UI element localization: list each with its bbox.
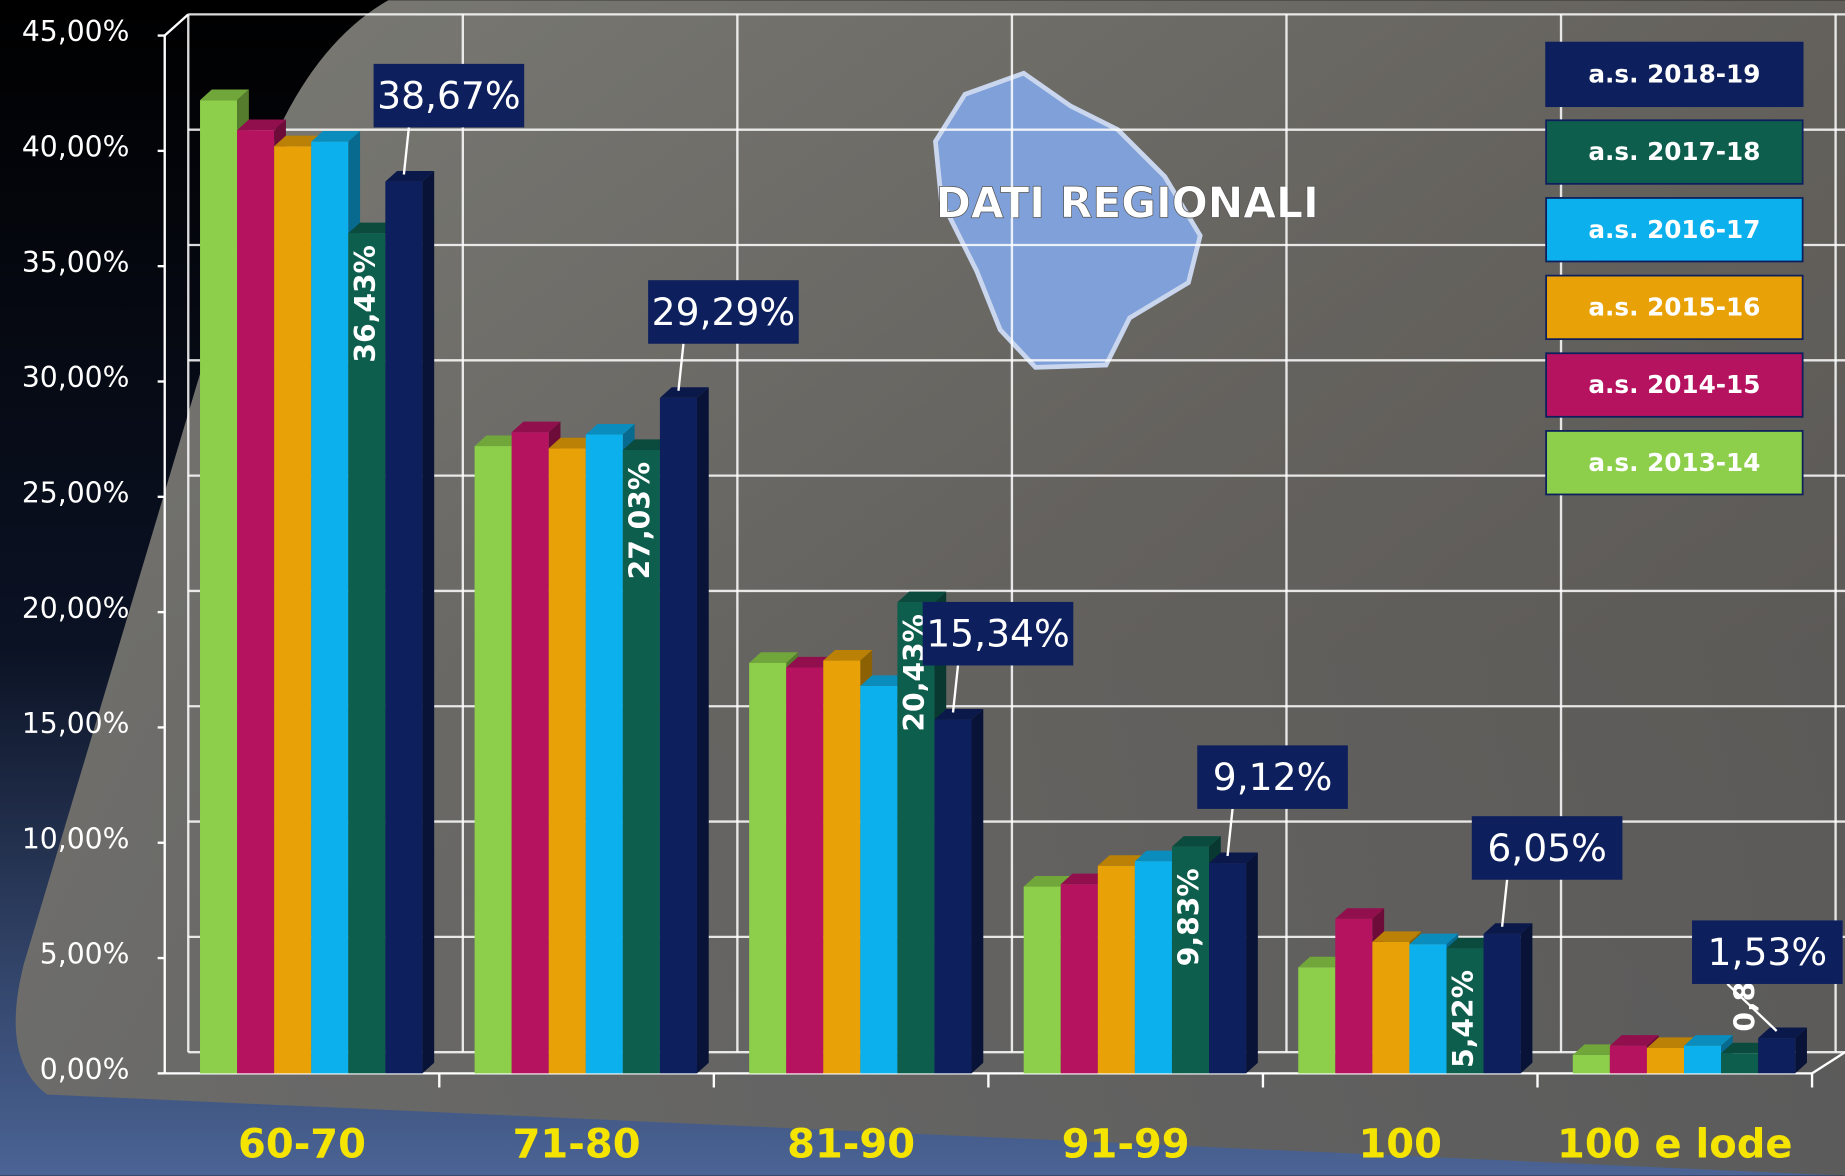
- bar: [512, 432, 549, 1073]
- bar: [823, 661, 860, 1074]
- value-label: 9,83%: [1172, 868, 1205, 966]
- bar: [660, 398, 697, 1074]
- y-tick-label: 45,00%: [22, 15, 130, 48]
- legend-label: a.s. 2015-16: [1588, 293, 1760, 322]
- y-tick-label: 10,00%: [22, 822, 130, 855]
- bar: [749, 663, 786, 1074]
- bar: [1372, 942, 1409, 1073]
- bar-side: [422, 171, 434, 1073]
- y-tick-label: 0,00%: [40, 1053, 130, 1086]
- legend-label: a.s. 2014-15: [1588, 370, 1760, 399]
- value-label: 27,03%: [623, 462, 656, 580]
- bar: [1209, 863, 1246, 1073]
- value-label: 36,43%: [349, 245, 382, 363]
- bar: [1409, 944, 1446, 1073]
- legend-label: a.s. 2018-19: [1588, 60, 1760, 89]
- bar: [200, 100, 237, 1073]
- y-tick-label: 15,00%: [22, 707, 130, 740]
- bar: [1061, 884, 1098, 1073]
- chart-title: DATI REGIONALI: [936, 179, 1319, 228]
- bar: [1647, 1048, 1684, 1073]
- bar: [1573, 1055, 1610, 1073]
- bar: [586, 435, 623, 1074]
- bar: [1758, 1038, 1795, 1073]
- y-tick-label: 40,00%: [22, 131, 130, 164]
- legend-label: a.s. 2016-17: [1588, 215, 1760, 244]
- bar: [1135, 861, 1172, 1073]
- bar-side: [1521, 923, 1533, 1073]
- bar-side: [697, 387, 709, 1073]
- x-tick-label: 100: [1358, 1121, 1441, 1167]
- bar: [1610, 1046, 1647, 1074]
- x-tick-label: 71-80: [513, 1121, 641, 1167]
- value-label: 15,34%: [926, 612, 1070, 656]
- x-tick-label: 91-99: [1062, 1121, 1190, 1167]
- y-tick-label: 20,00%: [22, 592, 130, 625]
- bar-side: [1246, 852, 1258, 1073]
- bar: [1335, 919, 1372, 1074]
- legend-label: a.s. 2013-14: [1588, 448, 1760, 477]
- value-label: 1,53%: [1708, 930, 1828, 974]
- value-label: 38,67%: [377, 74, 521, 118]
- bar: [1684, 1046, 1721, 1074]
- bar: [934, 720, 971, 1074]
- bar: [1721, 1053, 1758, 1073]
- bar: [1298, 967, 1335, 1073]
- legend-label: a.s. 2017-18: [1588, 137, 1760, 166]
- y-tick-label: 30,00%: [22, 361, 130, 394]
- y-tick-label: 35,00%: [22, 246, 130, 279]
- y-tick-label: 25,00%: [22, 476, 130, 509]
- bar: [1024, 887, 1061, 1074]
- page: {"chart_data": { "type": "bar", "title":…: [0, 0, 1845, 1176]
- x-tick-label: 100 e lode: [1557, 1121, 1792, 1167]
- bar: [475, 446, 512, 1073]
- bar: [237, 130, 274, 1073]
- bar: [1484, 934, 1521, 1074]
- value-label: 29,29%: [652, 290, 796, 334]
- x-tick-label: 60-70: [238, 1121, 366, 1167]
- value-label: 6,05%: [1487, 826, 1607, 870]
- y-tick-label: 5,00%: [40, 938, 130, 971]
- bar: [549, 448, 586, 1073]
- bar: [1098, 866, 1135, 1074]
- chart: DATI REGIONALI 0,00% 5,00% 10,00% 15,00% 20,…: [0, 0, 1845, 1176]
- bar: [274, 146, 311, 1073]
- bar-side: [972, 709, 984, 1073]
- bar: [385, 182, 422, 1074]
- bar: [311, 142, 348, 1074]
- value-label: 5,42%: [1447, 970, 1480, 1068]
- x-tick-label: 81-90: [787, 1121, 915, 1167]
- value-label: 9,12%: [1213, 755, 1333, 799]
- bar: [786, 667, 823, 1073]
- bar: [860, 686, 897, 1073]
